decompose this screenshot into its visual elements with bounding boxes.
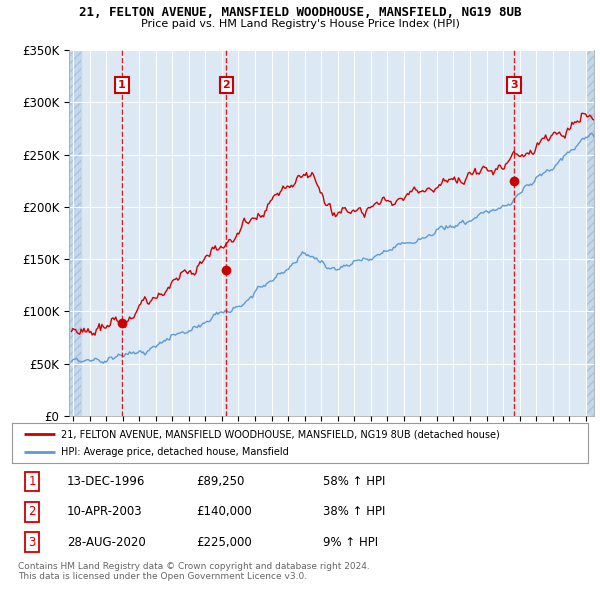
Bar: [69, 50, 82, 416]
Bar: [69, 50, 82, 416]
Text: £225,000: £225,000: [196, 536, 252, 549]
Text: 2: 2: [223, 80, 230, 90]
Text: 13-DEC-1996: 13-DEC-1996: [67, 475, 145, 488]
Bar: [587, 50, 594, 416]
Text: 1: 1: [118, 80, 126, 90]
Bar: [587, 50, 594, 416]
Text: Price paid vs. HM Land Registry's House Price Index (HPI): Price paid vs. HM Land Registry's House …: [140, 19, 460, 29]
Text: HPI: Average price, detached house, Mansfield: HPI: Average price, detached house, Mans…: [61, 447, 289, 457]
Text: 58% ↑ HPI: 58% ↑ HPI: [323, 475, 385, 488]
Text: 2: 2: [28, 505, 36, 519]
Text: 21, FELTON AVENUE, MANSFIELD WOODHOUSE, MANSFIELD, NG19 8UB: 21, FELTON AVENUE, MANSFIELD WOODHOUSE, …: [79, 6, 521, 19]
Text: 28-AUG-2020: 28-AUG-2020: [67, 536, 145, 549]
Text: 21, FELTON AVENUE, MANSFIELD WOODHOUSE, MANSFIELD, NG19 8UB (detached house): 21, FELTON AVENUE, MANSFIELD WOODHOUSE, …: [61, 430, 500, 440]
Text: £89,250: £89,250: [196, 475, 245, 488]
Text: 1: 1: [28, 475, 36, 488]
Text: 3: 3: [510, 80, 518, 90]
Text: 38% ↑ HPI: 38% ↑ HPI: [323, 505, 385, 519]
Text: 3: 3: [28, 536, 36, 549]
Text: 9% ↑ HPI: 9% ↑ HPI: [323, 536, 378, 549]
Text: 10-APR-2003: 10-APR-2003: [67, 505, 142, 519]
Text: £140,000: £140,000: [196, 505, 252, 519]
Text: Contains HM Land Registry data © Crown copyright and database right 2024.
This d: Contains HM Land Registry data © Crown c…: [18, 562, 370, 581]
